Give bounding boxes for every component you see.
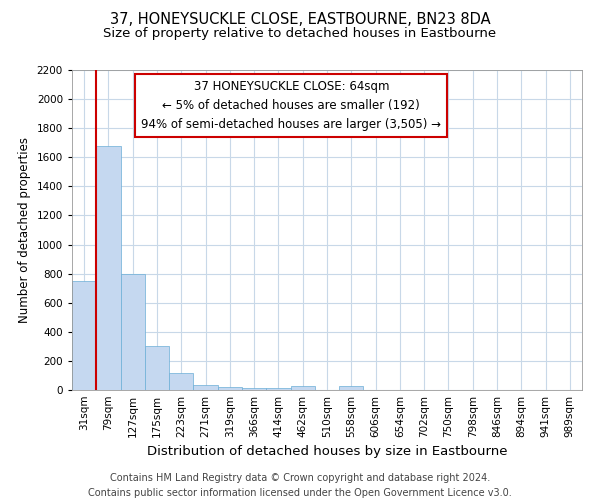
- Text: Size of property relative to detached houses in Eastbourne: Size of property relative to detached ho…: [103, 28, 497, 40]
- Bar: [169, 372, 193, 390]
- Y-axis label: Number of detached properties: Number of detached properties: [18, 137, 31, 323]
- Text: Contains HM Land Registry data © Crown copyright and database right 2024.
Contai: Contains HM Land Registry data © Crown c…: [88, 472, 512, 498]
- Bar: [242, 388, 266, 390]
- Text: 37, HONEYSUCKLE CLOSE, EASTBOURNE, BN23 8DA: 37, HONEYSUCKLE CLOSE, EASTBOURNE, BN23 …: [110, 12, 490, 28]
- Bar: [96, 146, 121, 390]
- Text: 37 HONEYSUCKLE CLOSE: 64sqm
← 5% of detached houses are smaller (192)
94% of sem: 37 HONEYSUCKLE CLOSE: 64sqm ← 5% of deta…: [141, 80, 441, 130]
- Bar: [290, 386, 315, 390]
- Bar: [193, 385, 218, 390]
- X-axis label: Distribution of detached houses by size in Eastbourne: Distribution of detached houses by size …: [147, 446, 507, 458]
- Bar: [266, 388, 290, 390]
- Bar: [121, 274, 145, 390]
- Bar: [145, 346, 169, 390]
- Bar: [339, 386, 364, 390]
- Bar: [72, 281, 96, 390]
- Bar: [218, 387, 242, 390]
